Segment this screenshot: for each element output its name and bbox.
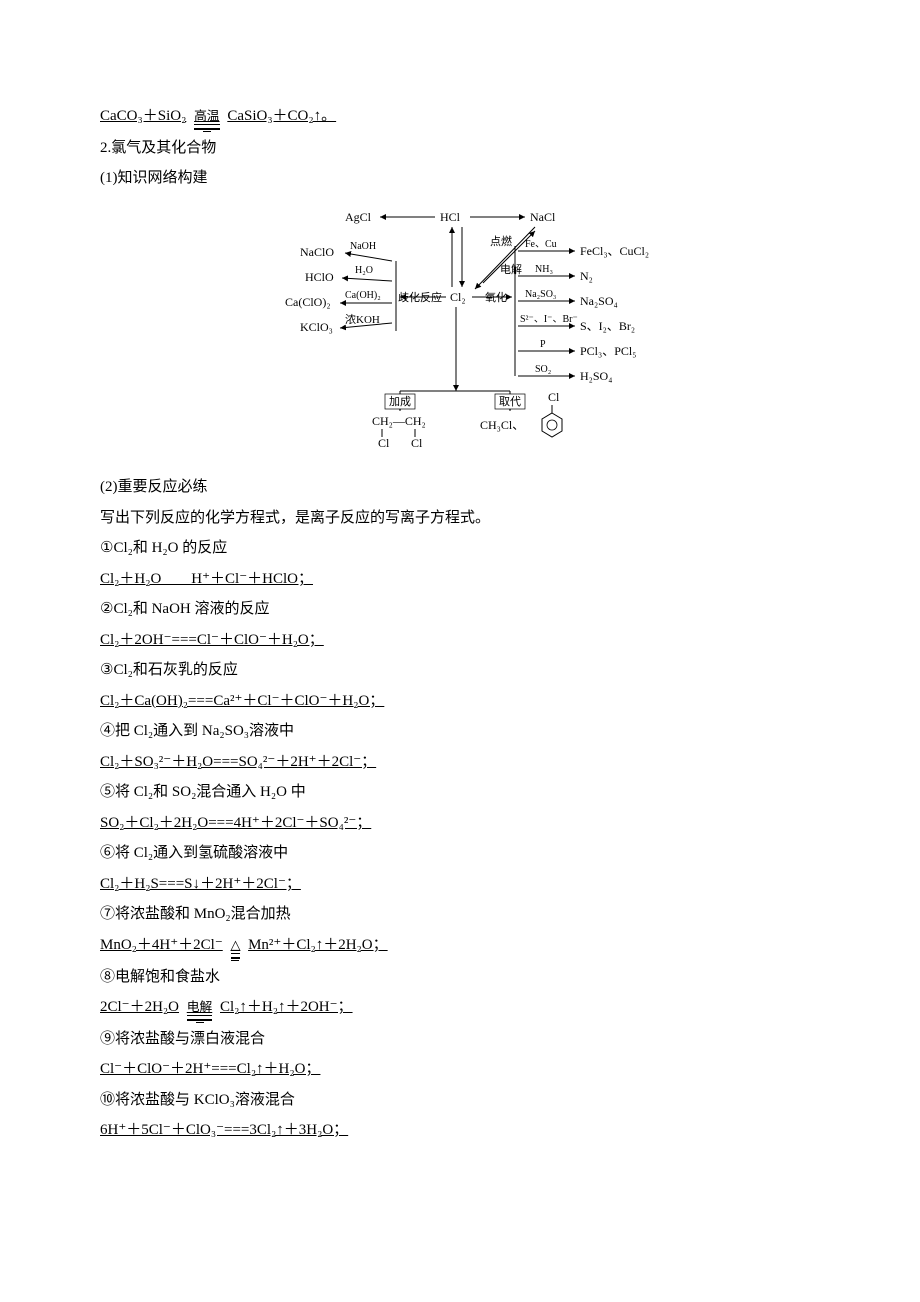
item-equation: Cl₂＋2OH⁻===Cl⁻＋ClO⁻＋H₂O； [100,626,820,655]
top-eq-rhs: CaSiO₃＋CO₂↑。 [227,108,336,124]
top-eq-cond: 高温 [190,110,224,132]
item-equation: 2Cl⁻＋2H₂O 电解 Cl₂↑＋H₂↑＋2OH⁻； [100,993,820,1023]
svg-text:NaOH: NaOH [350,241,376,252]
right-branch-0: Fe、Cu FeCl₃、CuCl₂ [518,239,649,258]
item-equation: SO₂＋Cl₂＋2H₂O===4H⁺＋2Cl⁻＋SO₄²⁻； [100,809,820,838]
svg-text:Ca(ClO)₂: Ca(ClO)₂ [285,295,331,309]
item-title: ④把 Cl₂通入到 Na₂SO₃溶液中 [100,717,820,746]
left-branch-0: NaClO NaOH [300,241,392,261]
svg-text:NaClO: NaClO [300,245,334,259]
svg-text:H₂SO₄: H₂SO₄ [580,369,612,383]
svg-text:Cl: Cl [378,436,390,450]
item-title: ⑧电解饱和食盐水 [100,963,820,992]
svg-text:S、I₂、Br₂: S、I₂、Br₂ [580,319,635,333]
svg-text:Cl: Cl [548,390,560,404]
diagram: Cl₂ AgCl HCl NaCl 点燃 电解 歧化反应 NaClO NaOH … [100,201,820,462]
svg-text:H₂O: H₂O [355,265,373,276]
top-eq-lhs: CaCO₃＋SiO₂ [100,108,186,124]
left-branch-2: Ca(ClO)₂ Ca(OH)₂ [285,290,392,309]
svg-text:FeCl₃、CuCl₂: FeCl₃、CuCl₂ [580,244,649,258]
item-equation: Cl⁻＋ClO⁻＋2H⁺===Cl₂↑＋H₂O； [100,1055,820,1084]
item-equation: Cl₂＋H₂O H⁺＋Cl⁻＋HClO； [100,565,820,594]
reaction-list: ①Cl₂和 H₂O 的反应Cl₂＋H₂O H⁺＋Cl⁻＋HClO；②Cl₂和 N… [100,534,820,1145]
center-node: Cl₂ [450,290,466,304]
item-equation: Cl₂＋Ca(OH)₂===Ca²⁺＋Cl⁻＋ClO⁻＋H₂O； [100,687,820,716]
lbl-dianran: 点燃 [490,234,512,248]
right-branch-3: S²⁻、I⁻、Br⁻ S、I₂、Br₂ [518,314,635,333]
svg-text:N₂: N₂ [580,269,593,283]
svg-text:Fe、Cu: Fe、Cu [525,239,557,250]
lbl-qudai: 取代 [499,395,521,408]
item-title: ⑩将浓盐酸与 KClO₃溶液混合 [100,1086,820,1115]
right-branch-1: NH₃ N₂ [518,264,593,283]
item-title: ⑦将浓盐酸和 MnO₂混合加热 [100,900,820,929]
svg-text:P: P [540,339,546,350]
svg-text:PCl₃、PCl₅: PCl₃、PCl₅ [580,344,636,358]
svg-text:NH₃: NH₃ [535,264,553,275]
item-title: ①Cl₂和 H₂O 的反应 [100,534,820,563]
item-title: ⑤将 Cl₂和 SO₂混合通入 H₂O 中 [100,778,820,807]
item-equation: Cl₂＋SO₃²⁻＋H₂O===SO₄²⁻＋2H⁺＋2Cl⁻； [100,748,820,777]
svg-text:Ca(OH)₂: Ca(OH)₂ [345,290,381,301]
top-hcl: HCl [440,210,461,224]
item-title: ⑨将浓盐酸与漂白液混合 [100,1025,820,1054]
svg-text:Na₂SO₄: Na₂SO₄ [580,294,618,308]
svg-text:KClO₃: KClO₃ [300,320,333,334]
svg-text:S²⁻、I⁻、Br⁻: S²⁻、I⁻、Br⁻ [520,314,578,325]
lbl-dianjie: 电解 [500,262,522,276]
left-branch-1: HClO H₂O [305,265,392,284]
svg-text:浓KOH: 浓KOH [345,313,380,326]
svg-text:SO₂: SO₂ [535,364,551,375]
svg-text:CH₃Cl、: CH₃Cl、 [480,418,524,432]
item-title: ②Cl₂和 NaOH 溶液的反应 [100,595,820,624]
svg-text:Cl: Cl [411,436,423,450]
heading-2-1: (1)知识网络构建 [100,164,820,193]
item-title: ⑥将 Cl₂通入到氢硫酸溶液中 [100,839,820,868]
svg-text:HClO: HClO [305,270,334,284]
svg-text:Na₂SO₃: Na₂SO₃ [525,289,556,300]
item-equation: Cl₂＋H₂S===S↓＋2H⁺＋2Cl⁻； [100,870,820,899]
right-branch-2: Na₂SO₃ Na₂SO₄ [518,289,618,308]
svg-text:CH₂—CH₂: CH₂—CH₂ [372,414,426,428]
right-branch-5: SO₂ H₂SO₄ [518,364,612,383]
intro-line: 写出下列反应的化学方程式，是离子反应的写离子方程式。 [100,504,820,533]
heading-2: 2.氯气及其化合物 [100,134,820,163]
item-equation: 6H⁺＋5Cl⁻＋ClO₃⁻===3Cl₂↑＋3H₂O； [100,1116,820,1145]
left-branch-3: KClO₃ 浓KOH [300,313,392,334]
right-branch-4: P PCl₃、PCl₅ [518,339,636,358]
top-equation: CaCO₃＋SiO₂ 高温 CaSiO₃＋CO₂↑。 [100,102,820,132]
lbl-jiacheng: 加成 [389,395,411,408]
top-agcl: AgCl [345,210,372,224]
heading-2-2: (2)重要反应必练 [100,473,820,502]
item-title: ③Cl₂和石灰乳的反应 [100,656,820,685]
item-equation: MnO₂＋4H⁺＋2Cl⁻ △ Mn²⁺＋Cl₂↑＋2H₂O； [100,931,820,961]
top-nacl: NaCl [530,210,556,224]
